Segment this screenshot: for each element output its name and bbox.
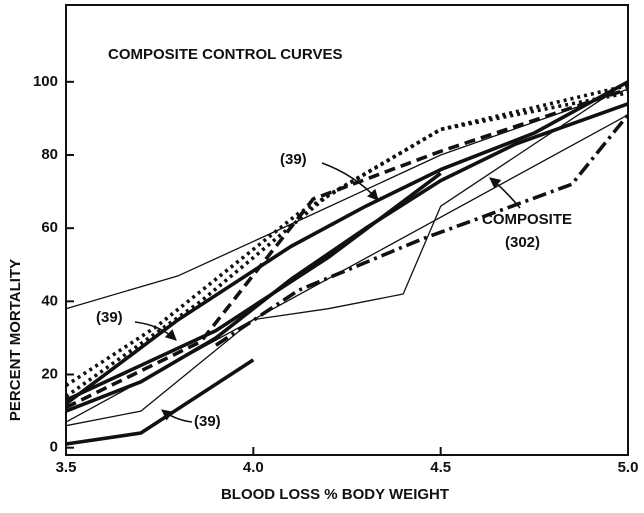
y-tick-label: 40 (41, 292, 58, 309)
x-axis-label: BLOOD LOSS % BODY WEIGHT (221, 486, 449, 503)
y-tick-label: 60 (41, 219, 58, 236)
series-line (65, 171, 442, 402)
series-line (214, 113, 630, 347)
series-line (64, 80, 629, 406)
x-tick-label: 4.0 (243, 459, 264, 476)
series-line (65, 87, 629, 410)
series-line (65, 88, 629, 310)
x-tick-label: 3.5 (56, 459, 77, 476)
series-line (65, 83, 629, 388)
plot-frame (65, 4, 629, 456)
series-line (65, 358, 255, 446)
annotation: (39) (280, 151, 307, 168)
x-tick-label: 5.0 (618, 459, 639, 476)
annotation: (39) (96, 309, 123, 326)
series-line (65, 81, 629, 427)
y-tick-label: 100 (33, 73, 58, 90)
annotation-arrow (321, 162, 379, 201)
annotation: (39) (194, 413, 221, 430)
x-tick-label: 4.5 (430, 459, 451, 476)
y-axis-label: PERCENT MORTALITY (7, 259, 24, 421)
series-line (65, 114, 629, 423)
y-tick-label: 20 (41, 365, 58, 382)
annotation-arrow (161, 409, 193, 423)
annotation: COMPOSITE (482, 211, 572, 228)
annotation-arrow (134, 321, 177, 341)
y-tick-label: 0 (50, 439, 58, 456)
annotation: (302) (505, 234, 540, 251)
y-tick-label: 80 (41, 146, 58, 163)
chart-title: COMPOSITE CONTROL CURVES (108, 46, 342, 63)
